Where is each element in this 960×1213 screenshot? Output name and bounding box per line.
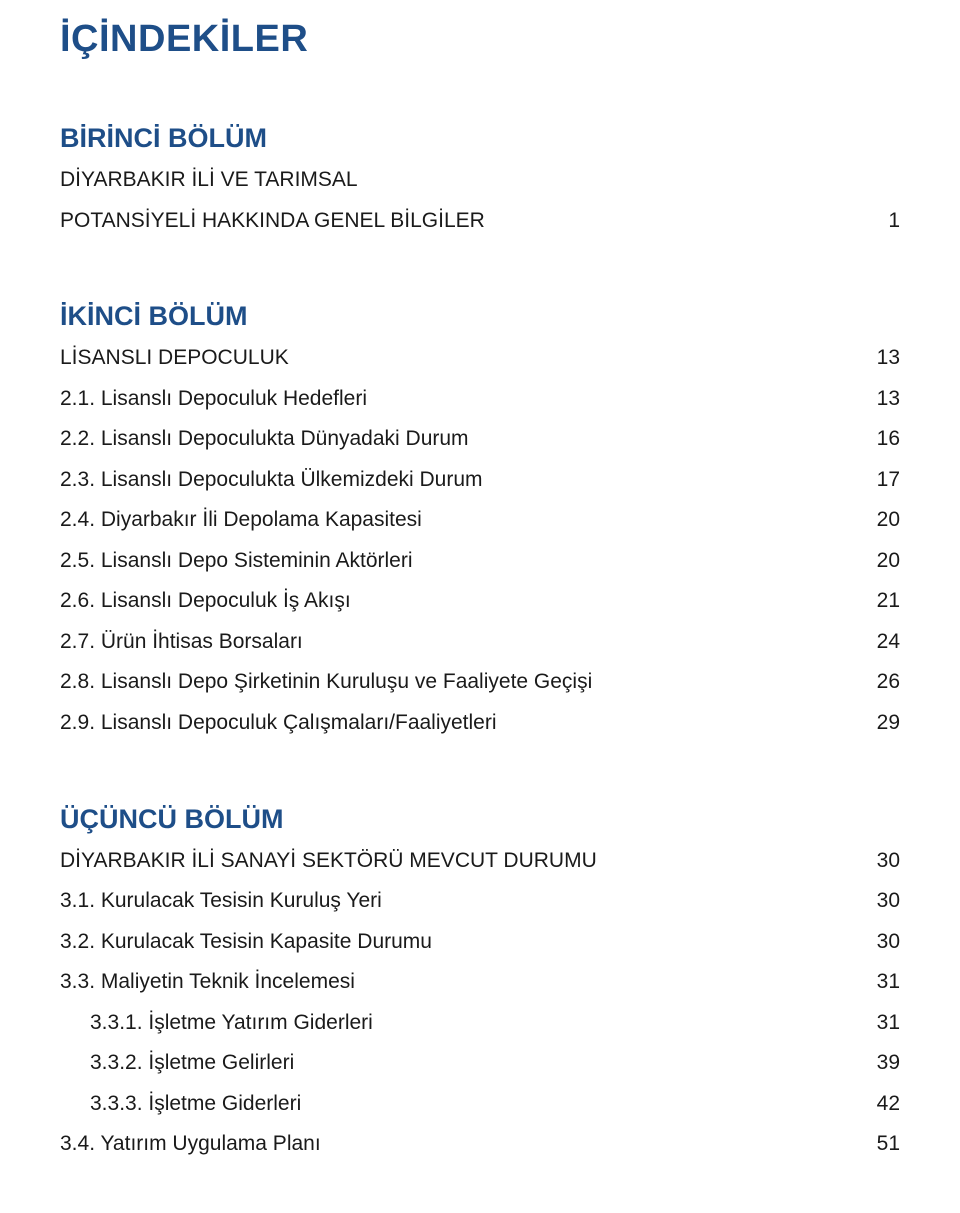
toc-row: LİSANSLI DEPOCULUK 13 xyxy=(60,338,900,379)
toc-label: 3.4. Yatırım Uygulama Planı xyxy=(60,1128,321,1161)
toc-label: POTANSİYELİ HAKKINDA GENEL BİLGİLER xyxy=(60,205,485,238)
toc-row: 2.6. Lisanslı Depoculuk İş Akışı 21 xyxy=(60,581,900,622)
toc-page-number: 16 xyxy=(877,423,900,456)
toc-page-number: 30 xyxy=(877,885,900,918)
toc-row: 3.4. Yatırım Uygulama Planı 51 xyxy=(60,1124,900,1165)
toc-section: İKİNCİ BÖLÜMLİSANSLI DEPOCULUK132.1. Lis… xyxy=(60,301,900,743)
toc-page-number: 21 xyxy=(877,585,900,618)
toc-page: İÇİNDEKİLER BİRİNCİ BÖLÜM DİYARBAKIR İLİ … xyxy=(0,0,960,1213)
toc-page-number: 42 xyxy=(877,1088,900,1121)
toc-label: LİSANSLI DEPOCULUK xyxy=(60,342,289,375)
toc-section: ÜÇÜNCÜ BÖLÜM DİYARBAKIR İLİ SANAYİ SEKTÖR… xyxy=(60,804,900,1165)
toc-row: 2.9. Lisanslı Depoculuk Çalışmaları/Faal… xyxy=(60,703,900,744)
toc-page-number: 30 xyxy=(877,926,900,959)
toc-row: 2.5. Lisanslı Depo Sisteminin Aktörleri 2… xyxy=(60,541,900,582)
toc-row: 3.3.1. İşletme Yatırım Giderleri 31 xyxy=(60,1003,900,1044)
toc-sections: BİRİNCİ BÖLÜM DİYARBAKIR İLİ VE TARIMSAL P… xyxy=(60,123,900,1165)
page-title: İÇİNDEKİLER xyxy=(60,18,900,61)
toc-page-number: 39 xyxy=(877,1047,900,1080)
toc-row: 2.3. Lisanslı Depoculukta Ülkemizdeki Du… xyxy=(60,460,900,501)
toc-label: 3.1. Kurulacak Tesisin Kuruluş Yeri xyxy=(60,885,382,918)
toc-page-number: 13 xyxy=(877,383,900,416)
toc-label: 3.3.2. İşletme Gelirleri xyxy=(90,1047,294,1080)
toc-row: DİYARBAKIR İLİ VE TARIMSAL xyxy=(60,160,900,201)
section-title: ÜÇÜNCÜ BÖLÜM xyxy=(60,804,900,835)
toc-label: 2.8. Lisanslı Depo Şirketinin Kuruluşu v… xyxy=(60,666,592,699)
toc-page-number: 31 xyxy=(877,1007,900,1040)
toc-label: DİYARBAKIR İLİ VE TARIMSAL xyxy=(60,164,358,197)
toc-page-number: 1 xyxy=(888,205,900,238)
toc-page-number: 29 xyxy=(877,707,900,740)
toc-row: 3.3.3. İşletme Giderleri 42 xyxy=(60,1084,900,1125)
toc-page-number: 24 xyxy=(877,626,900,659)
section-title: BİRİNCİ BÖLÜM xyxy=(60,123,900,154)
toc-row: 2.8. Lisanslı Depo Şirketinin Kuruluşu v… xyxy=(60,662,900,703)
toc-label: 3.3. Maliyetin Teknik İncelemesi xyxy=(60,966,355,999)
toc-row: 3.3.2. İşletme Gelirleri 39 xyxy=(60,1043,900,1084)
toc-section: BİRİNCİ BÖLÜM DİYARBAKIR İLİ VE TARIMSAL P… xyxy=(60,123,900,241)
toc-label: 2.9. Lisanslı Depoculuk Çalışmaları/Faal… xyxy=(60,707,497,740)
toc-row: 3.1. Kurulacak Tesisin Kuruluş Yeri 30 xyxy=(60,881,900,922)
toc-row: POTANSİYELİ HAKKINDA GENEL BİLGİLER 1 xyxy=(60,201,900,242)
toc-page-number: 13 xyxy=(877,342,900,375)
toc-label: 2.1. Lisanslı Depoculuk Hedefleri xyxy=(60,383,367,416)
toc-page-number: 17 xyxy=(877,464,900,497)
toc-row: 2.4. Diyarbakır İli Depolama Kapasitesi 2… xyxy=(60,500,900,541)
toc-row: DİYARBAKIR İLİ SANAYİ SEKTÖRÜ MEVCUT DUR… xyxy=(60,841,900,882)
toc-page-number: 51 xyxy=(877,1128,900,1161)
toc-label: 2.3. Lisanslı Depoculukta Ülkemizdeki Du… xyxy=(60,464,483,497)
toc-row: 2.1. Lisanslı Depoculuk Hedefleri 13 xyxy=(60,379,900,420)
toc-label: 3.3.1. İşletme Yatırım Giderleri xyxy=(90,1007,373,1040)
toc-label: DİYARBAKIR İLİ SANAYİ SEKTÖRÜ MEVCUT DUR… xyxy=(60,845,597,878)
toc-label: 3.2. Kurulacak Tesisin Kapasite Durumu xyxy=(60,926,432,959)
toc-row: 3.3. Maliyetin Teknik İncelemesi 31 xyxy=(60,962,900,1003)
section-title: İKİNCİ BÖLÜM xyxy=(60,301,900,332)
toc-page-number: 26 xyxy=(877,666,900,699)
toc-label: 2.6. Lisanslı Depoculuk İş Akışı xyxy=(60,585,351,618)
toc-row: 2.2. Lisanslı Depoculukta Dünyadaki Duru… xyxy=(60,419,900,460)
toc-page-number: 30 xyxy=(877,845,900,878)
toc-label: 2.2. Lisanslı Depoculukta Dünyadaki Duru… xyxy=(60,423,469,456)
toc-page-number: 20 xyxy=(877,545,900,578)
toc-label: 2.4. Diyarbakır İli Depolama Kapasitesi xyxy=(60,504,422,537)
toc-label: 2.7. Ürün İhtisas Borsaları xyxy=(60,626,303,659)
toc-row: 2.7. Ürün İhtisas Borsaları 24 xyxy=(60,622,900,663)
toc-row: 3.2. Kurulacak Tesisin Kapasite Durumu 30 xyxy=(60,922,900,963)
toc-label: 3.3.3. İşletme Giderleri xyxy=(90,1088,301,1121)
toc-page-number: 20 xyxy=(877,504,900,537)
toc-label: 2.5. Lisanslı Depo Sisteminin Aktörleri xyxy=(60,545,413,578)
toc-page-number: 31 xyxy=(877,966,900,999)
